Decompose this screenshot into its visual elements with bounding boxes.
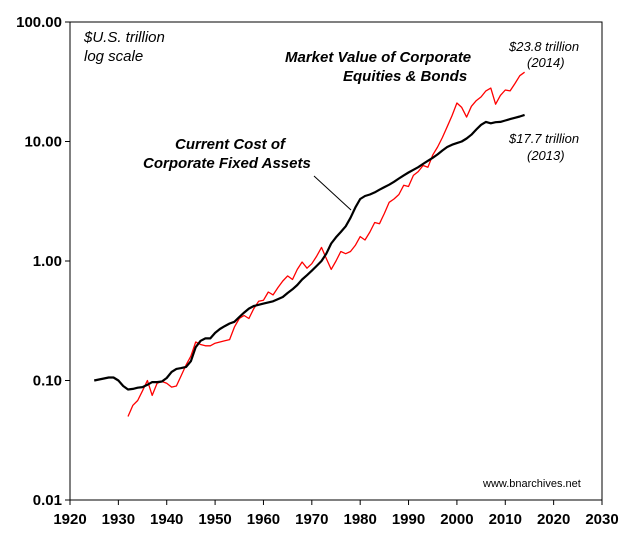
source-label: www.bnarchives.net	[482, 478, 581, 490]
y-tick-label: 0.01	[33, 492, 62, 509]
x-tick-label: 1970	[295, 511, 328, 528]
scale-label: log scale	[84, 48, 143, 65]
x-tick-label: 2000	[440, 511, 473, 528]
fixed-assets-label-line2: Corporate Fixed Assets	[143, 155, 311, 172]
x-tick-label: 1960	[247, 511, 280, 528]
x-tick-label: 1940	[150, 511, 183, 528]
market-value-label-line2: Equities & Bonds	[343, 68, 467, 85]
x-tick-label: 1950	[198, 511, 231, 528]
y-tick-label: 10.00	[24, 134, 62, 151]
y-axis: 0.01 0.10 1.00 10.00 100.00	[16, 14, 70, 509]
unit-label: $U.S. trillion	[83, 29, 165, 46]
x-tick-label: 2030	[585, 511, 618, 528]
series-lines	[93, 71, 525, 417]
market-value-end-year: (2014)	[527, 55, 565, 70]
x-tick-label: 1990	[392, 511, 425, 528]
y-tick-label: 0.10	[33, 373, 62, 390]
x-tick-label: 2010	[489, 511, 522, 528]
fixed-assets-label-line1: Current Cost of	[175, 136, 287, 153]
market-value-end-label: $23.8 trillion	[508, 39, 579, 54]
fixed-assets-end-year: (2013)	[527, 148, 565, 163]
fixed-assets-end-label: $17.7 trillion	[508, 131, 579, 146]
x-tick-label: 1930	[102, 511, 135, 528]
x-tick-label: 1920	[53, 511, 86, 528]
y-tick-label: 1.00	[33, 253, 62, 270]
market-value-line	[127, 71, 525, 417]
x-tick-label: 1980	[343, 511, 376, 528]
fixed-assets-line	[93, 113, 525, 391]
x-axis: 1920 1930 1940 1950 1960 1970 1980 1990 2000 2010…	[53, 500, 619, 528]
market-value-label-line1: Market Value of Corporate	[285, 49, 471, 66]
x-tick-label: 2020	[537, 511, 570, 528]
y-tick-label: 100.00	[16, 14, 62, 31]
fixed-assets-pointer	[313, 175, 352, 211]
